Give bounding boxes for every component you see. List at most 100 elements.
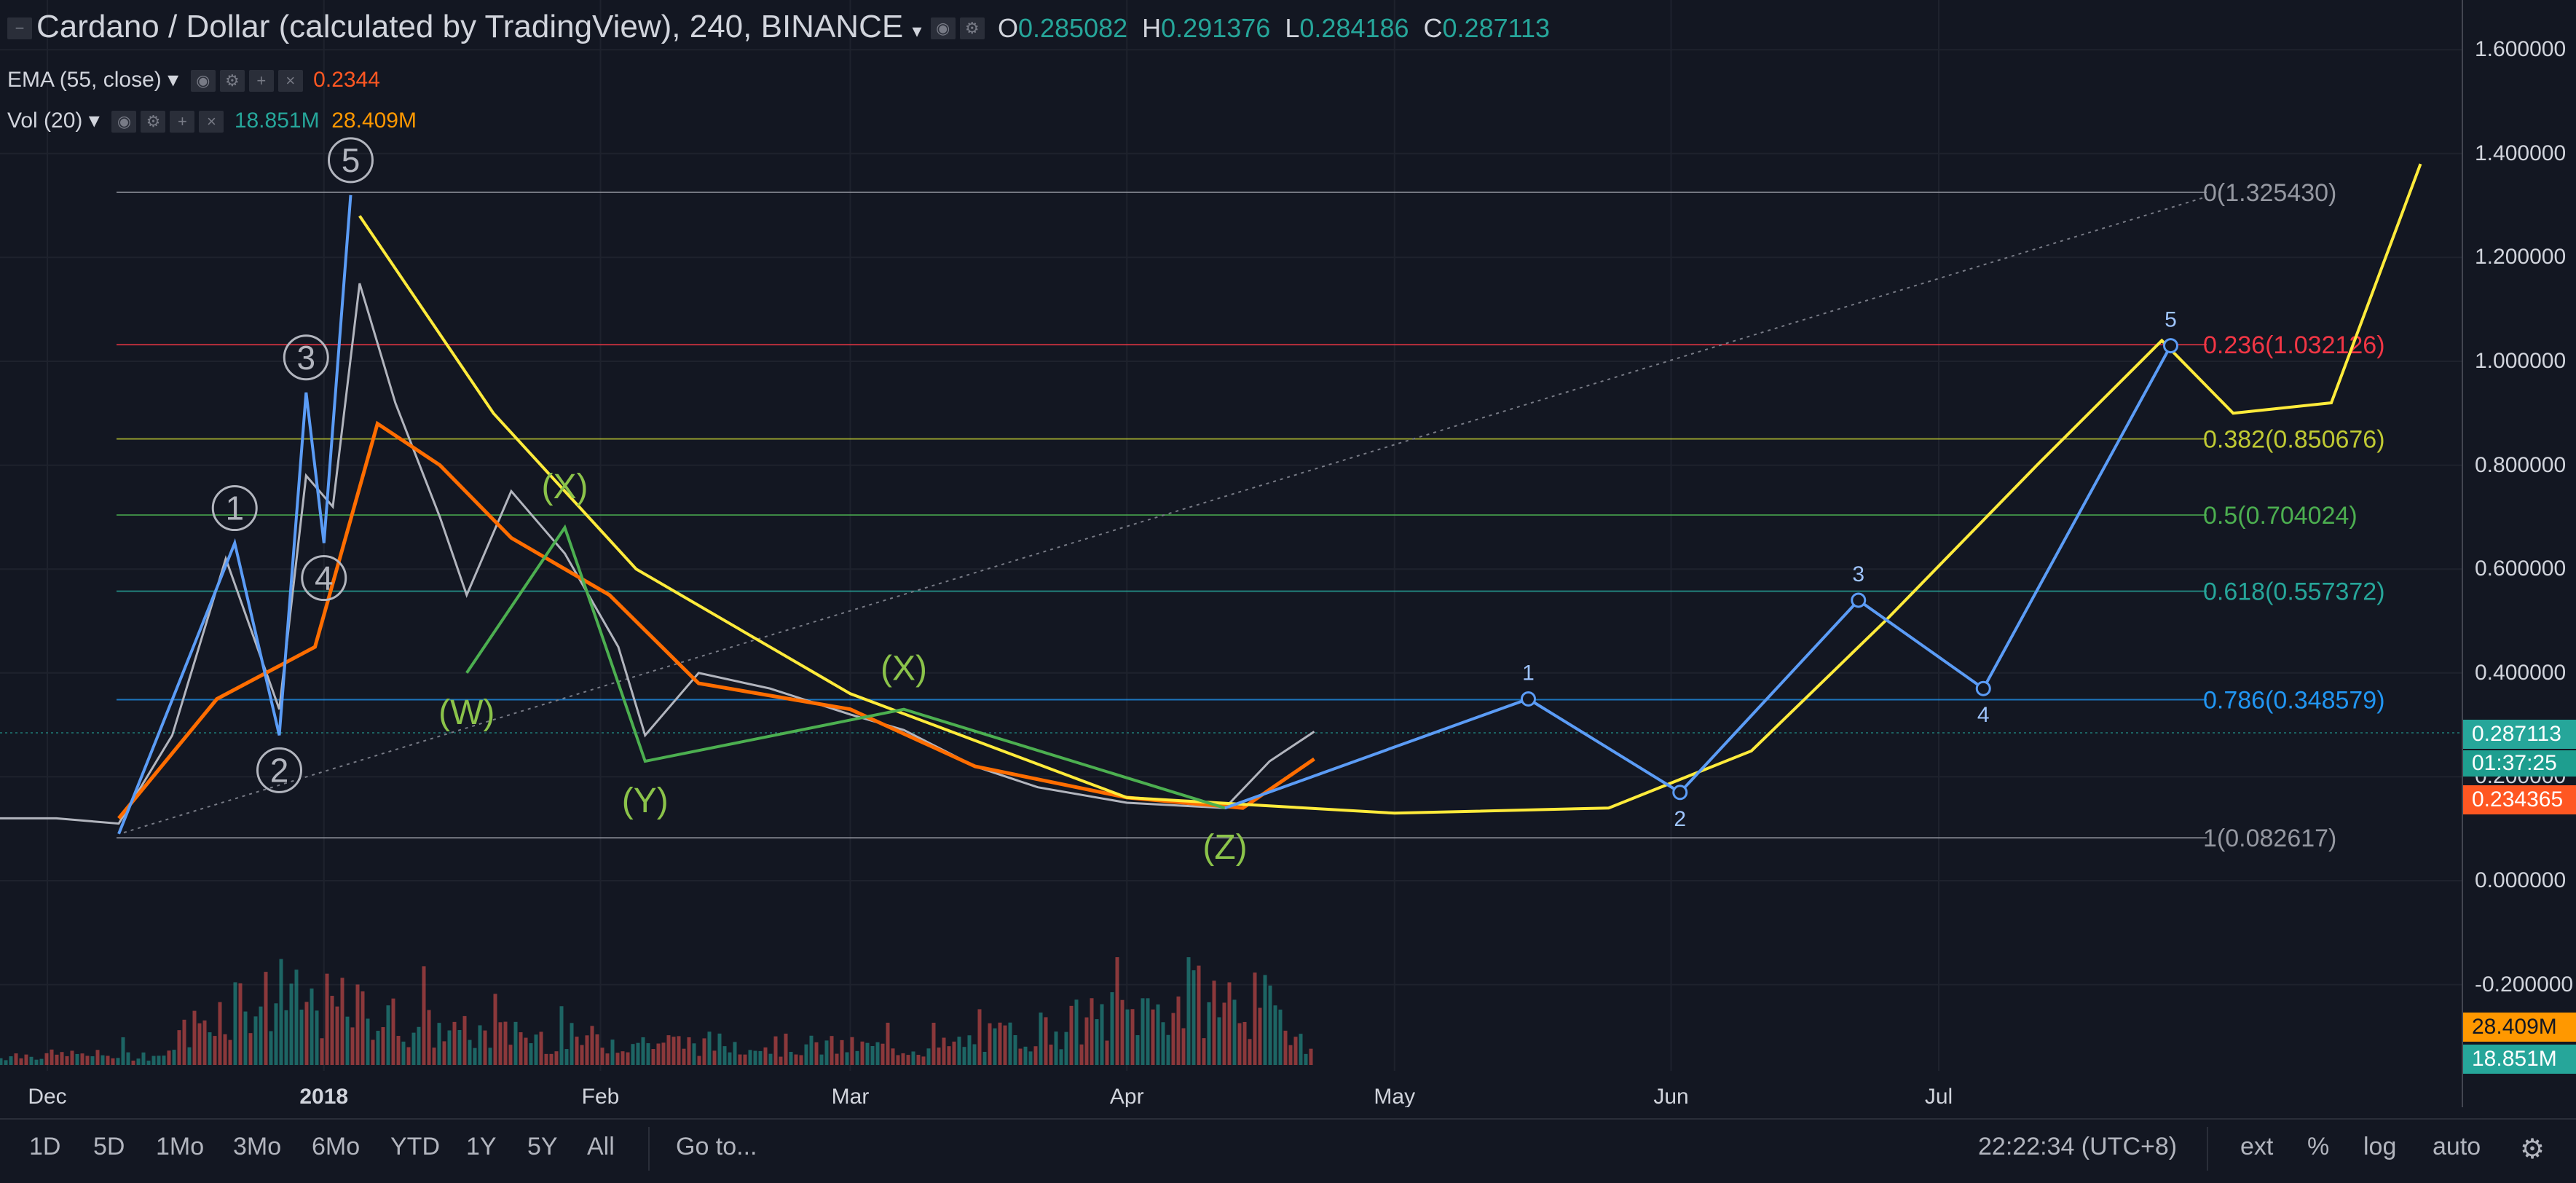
volume-bar [1069,1005,1074,1065]
chevron-down-icon[interactable]: ▾ [88,109,100,133]
high-value: 0.291376 [1161,13,1271,43]
fib-label: 0.5(0.704024) [2203,502,2358,530]
range-button-1y[interactable]: 1Y [466,1133,497,1160]
eye-icon[interactable]: ◉ [930,17,956,40]
volume-bar [208,1032,212,1065]
volume-bar [1258,1007,1262,1065]
projected-wave-label: 1 [1522,661,1535,685]
volume-bar [1120,999,1124,1065]
volume-bar [830,1036,834,1065]
wave-circle [283,334,329,381]
high-label: H [1142,13,1162,43]
close-icon[interactable]: × [277,70,303,93]
projected-wave-label: 4 [1977,703,1990,727]
correction-wave-label: (X) [542,468,588,506]
gear-icon[interactable]: ⚙ [2520,1134,2545,1165]
projected-wave-label: 2 [1674,807,1686,831]
range-button-5y[interactable]: 5Y [527,1133,558,1160]
volume-bar [947,1046,951,1065]
volume-bar [1125,1009,1130,1065]
volume-bar [340,978,344,1065]
projected-wave-label: 3 [1852,562,1864,586]
volume-bar [988,1023,992,1065]
volume-bar [1013,1035,1017,1065]
price-chart[interactable]: 0(1.325430) 0.236(1.032126) 0.382(0.850676… [0,0,2462,1107]
volume-bar [621,1051,625,1065]
eye-icon[interactable]: ◉ [190,70,216,93]
price-axis[interactable]: 1.600000 1.400000 1.200000 1.000000 0.800000… [2462,0,2576,1107]
volume-bar [794,1054,798,1065]
gear-icon[interactable]: ⚙ [959,17,985,40]
y-tick-label: 1.600000 [2475,37,2567,62]
volume-bar [1304,1053,1308,1065]
ema-label[interactable]: EMA (55, close) [7,68,162,92]
fib-retracement: 0(1.325430) 0.236(1.032126) 0.382(0.850676… [117,179,2385,852]
close-icon[interactable]: × [199,111,224,133]
volume-bar [1105,1040,1109,1065]
log-toggle[interactable]: log [2363,1133,2397,1160]
volume-bar [870,1045,875,1065]
volume-bar [1095,1019,1099,1065]
eye-icon[interactable]: ◉ [111,111,137,133]
impulse-wave-line [117,194,352,835]
range-button-6mo[interactable]: 6Mo [312,1133,361,1160]
volume-bar [733,1042,737,1065]
chevron-down-icon[interactable]: ▾ [912,20,922,42]
plus-icon[interactable]: + [248,70,274,93]
volume-bar [717,1033,722,1065]
volume-bar [116,1058,120,1065]
range-button-all[interactable]: All [587,1133,615,1160]
volume-bar [126,1052,130,1065]
ext-toggle[interactable]: ext [2240,1133,2274,1160]
y-tick-label: 0.600000 [2475,557,2567,581]
volume-bar [498,1022,503,1065]
volume-bar [937,1048,941,1065]
volume-bar [1227,982,1232,1065]
volume-bar [1090,998,1094,1065]
gear-icon[interactable]: ⚙ [141,111,166,133]
volume-bar [0,1058,3,1065]
range-button-5d[interactable]: 5D [93,1133,125,1160]
volume-bar [1033,1046,1038,1065]
volume-bar [1186,957,1191,1065]
percent-toggle[interactable]: % [2307,1133,2330,1160]
volume-bar [1141,998,1145,1065]
volume-bar [982,1051,987,1065]
volume-bar [366,1018,370,1065]
fib-label: 0.786(0.348579) [2203,686,2385,714]
volume-bar [386,1005,390,1065]
volume-bar [845,1052,849,1065]
volume-bar [111,1058,115,1065]
fib-label: 1(0.082617) [2203,825,2336,852]
volume-bar [1008,1022,1012,1065]
volume-bar [1293,1037,1298,1065]
collapse-icon[interactable]: − [7,17,32,40]
volume-bar [615,1053,620,1065]
chevron-down-icon[interactable]: ▾ [168,68,179,92]
auto-toggle[interactable]: auto [2433,1133,2481,1160]
range-button-3mo[interactable]: 3Mo [233,1133,282,1160]
volume-bar [197,1023,202,1065]
goto-button[interactable]: Go to... [676,1133,757,1160]
volume-bar [55,1054,59,1065]
range-button-ytd[interactable]: YTD [390,1133,440,1160]
volume-bar [697,1056,701,1065]
low-value: 0.284186 [1299,13,1409,43]
volume-bar [371,1039,375,1065]
volume-bar [738,1054,742,1065]
volume-bar [855,1050,859,1065]
volume-label[interactable]: Vol (20) [7,109,83,133]
gear-icon[interactable]: ⚙ [219,70,245,93]
volume-bar [80,1053,84,1065]
clock-time: 22:22:34 (UTC+8) [1978,1133,2178,1160]
volume-bar [580,1045,584,1065]
symbol-title[interactable]: Cardano / Dollar (calculated by TradingV… [36,9,904,44]
volume-bar [1018,1048,1023,1065]
range-button-1mo[interactable]: 1Mo [156,1133,205,1160]
volume-bar [106,1056,110,1065]
volume-bar [1207,1002,1211,1065]
range-button-1d[interactable]: 1D [29,1133,61,1160]
projected-wave-label: 5 [2165,308,2177,332]
plus-icon[interactable]: + [170,111,195,133]
open-value: 0.285082 [1017,13,1128,43]
